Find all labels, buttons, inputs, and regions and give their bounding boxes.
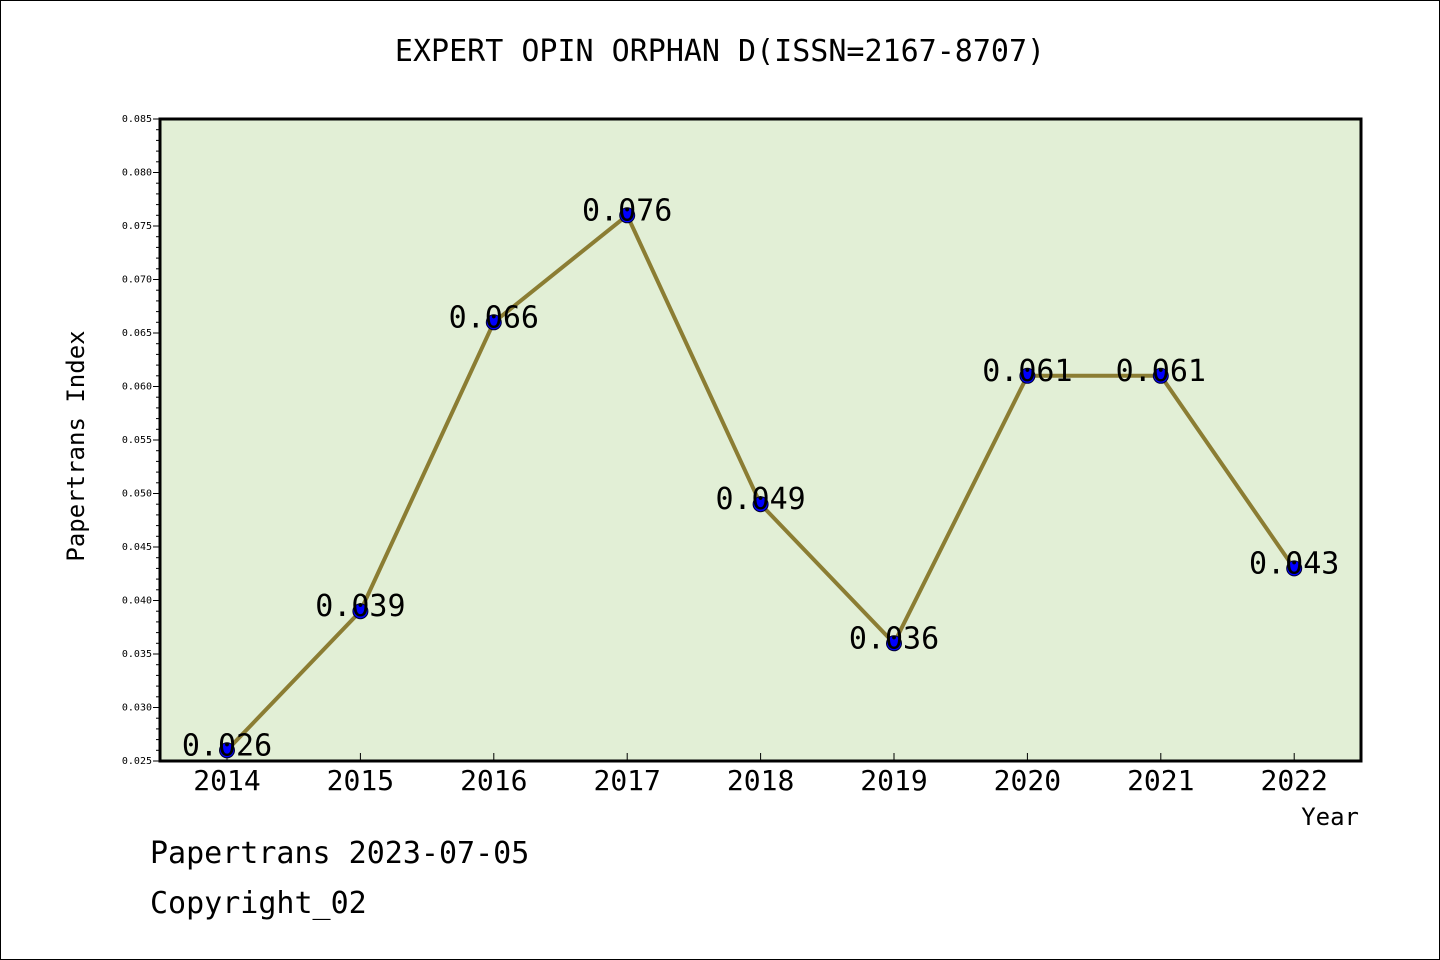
data-label: 0.061 [982,354,1072,389]
plot-border [158,117,1363,763]
data-point [1152,367,1169,384]
data-label: 0.049 [715,482,805,517]
data-label: 0.076 [582,193,672,228]
y-tick-label: 0.055 [122,435,152,446]
x-tick-label: 2014 [193,764,260,797]
x-tick-label: 2016 [460,764,527,797]
data-label: 0.043 [1249,546,1339,581]
y-tick-label: 0.030 [122,703,152,714]
data-point [219,742,235,759]
x-tick-label: 2017 [593,764,660,797]
x-tick-label: 2019 [860,764,927,797]
data-point [886,635,902,652]
data-label: 0.036 [849,621,939,656]
footer-date: Papertrans 2023-07-05 [150,836,530,871]
y-tick-label: 0.065 [122,328,152,339]
data-point [752,496,769,513]
y-axis-label: Papertrans Index [62,330,90,561]
y-tick-label: 0.025 [122,756,152,767]
y-tick-label: 0.040 [122,596,152,607]
x-axis-label: Year [1301,803,1359,831]
y-tick-label: 0.075 [122,221,152,232]
data-point [619,207,636,224]
x-tick-labels: 2014 2015 2016 2017 2018 2019 2020 2021 2022 [193,764,1328,797]
x-tick-label: 2015 [327,764,394,797]
y-tick-label: 0.050 [122,489,152,500]
data-points [219,207,1303,759]
data-point [1286,560,1303,577]
y-tick-label: 0.080 [122,168,152,179]
y-tick-labels: 0.025 0.030 0.035 0.040 0.045 0.050 0.055 0.060… [122,114,152,767]
data-label: 0.066 [449,300,539,335]
plot-area [160,119,1361,761]
y-tick-label: 0.060 [122,382,152,393]
x-tick-label: 2022 [1260,764,1327,797]
data-labels: 0.026 0.039 0.066 0.076 0.049 0.036 0.061 0.061… [182,193,1340,763]
y-tick-label: 0.035 [122,649,152,660]
data-point [1019,367,1036,384]
data-label: 0.061 [1116,354,1206,389]
footer-copyright: Copyright_02 [150,886,367,921]
chart-title: EXPERT OPIN ORPHAN D(ISSN=2167-8707) [394,34,1046,69]
data-point [352,603,369,620]
y-tick-label: 0.070 [122,275,152,286]
data-label: 0.026 [182,728,272,763]
x-tick-label: 2020 [994,764,1061,797]
data-point [485,314,502,331]
data-label: 0.039 [315,589,405,624]
x-tick-label: 2018 [727,764,794,797]
x-tick-label: 2021 [1127,764,1194,797]
y-tick-label: 0.045 [122,542,152,553]
y-tick-label: 0.085 [122,114,152,125]
